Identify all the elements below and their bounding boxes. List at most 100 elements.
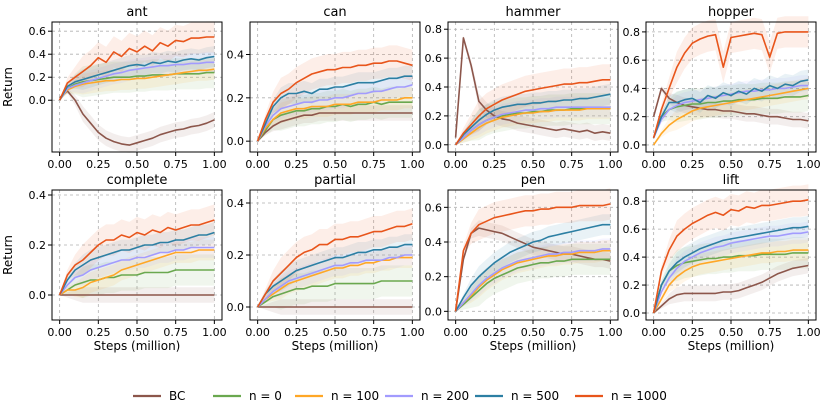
x-tick-label: 1.00 [400,326,425,339]
x-tick-label: 1.00 [202,158,227,171]
series-line-n100 [257,256,413,308]
series-line-n0 [652,94,809,139]
y-tick-label: 0.8 [623,26,641,39]
subplot-hammer: 0.0 0.2 0.4 0.6 0.8 0.00 0.25 0.50 0.75 1.00 hamme… [425,5,623,171]
x-tick-label: 0.00 [641,326,666,339]
x-tick-label: 0.00 [443,158,468,171]
subplot-title: lift [723,173,740,188]
series-line-n0 [455,258,611,312]
subplot-title: hammer [506,5,562,20]
band-n0 [59,254,215,299]
series-line-n500 [58,55,215,101]
x-tick-label: 0.25 [680,158,705,171]
x-tick-label: 0.25 [284,326,309,339]
band-n0 [257,265,413,310]
y-tick-label: 0.6 [29,25,47,38]
series-line-n1000 [58,219,215,296]
y-axis-label: Return [1,235,15,275]
x-tick-label: 0.00 [245,158,270,171]
x-tick-label: 0.75 [163,326,188,339]
y-tick-label: 0.0 [425,305,443,318]
series-line-n200 [58,246,215,296]
subplot-title: ant [126,5,147,20]
series-line-n1000 [454,79,611,146]
subplot-partial: 0.0 0.2 0.4 0.00 0.25 0.50 0.75 1.00 partial Step… [227,173,425,353]
band-n100 [653,239,809,313]
series-line-n100 [455,249,611,312]
band-n1000 [257,45,413,142]
band-n500 [59,46,215,101]
series-line-n500 [652,79,809,139]
x-tick-label: 0.00 [443,326,468,339]
x-tick-label: 0.75 [757,158,782,171]
y-tick-label: 0.4 [425,81,443,94]
legend-label-bc: BC [169,389,185,403]
x-tick-label: 0.25 [680,326,705,339]
y-tick-label: 0.2 [227,92,245,105]
series-line-n0 [652,252,809,314]
band-bc [455,35,611,141]
band-bc [59,88,215,153]
y-tick-label: 0.6 [425,201,443,214]
legend-label-n0: n = 0 [249,389,282,403]
y-tick-label: 0.2 [623,279,641,292]
x-tick-label: 1.00 [400,158,425,171]
series-line-bc [454,37,611,138]
band-n100 [59,58,215,101]
x-tick-label: 0.75 [361,158,386,171]
series-line-n1000 [58,36,215,101]
series-line-n100 [256,97,413,142]
series-line-bc [653,264,809,314]
x-tick-label: 0.75 [757,326,782,339]
band-n500 [455,214,611,312]
subplot-complete: 0.0 0.2 0.4 0.00 0.25 0.50 0.75 1.00 complete Ret… [1,173,227,353]
band-n200 [653,75,809,138]
series-line-n0 [257,280,413,308]
band-n100 [59,239,215,298]
series-line-n1000 [652,199,809,314]
series-line-bc [59,90,215,146]
x-tick-label: 0.00 [47,326,72,339]
y-tick-label: 0.4 [227,49,245,62]
series-line-n500 [454,93,611,146]
y-tick-label: 0.8 [425,23,443,36]
series-line-n0 [256,101,413,142]
x-tick-label: 1.00 [796,158,821,171]
x-tick-label: 0.75 [559,158,584,171]
x-tick-label: 0.50 [125,326,150,339]
x-tick-label: 0.50 [719,158,744,171]
x-tick-label: 0.00 [47,158,72,171]
y-axis-label: Return [1,67,15,107]
subplot-title: can [323,5,346,20]
band-n500 [653,215,809,313]
subplot-can: 0.0 0.2 0.4 0.00 0.25 0.50 0.75 1.00 can [227,5,425,171]
x-tick-label: 1.00 [598,158,623,171]
x-tick-label: 1.00 [796,326,821,339]
subplot-lift: 0.0 0.2 0.4 0.6 0.8 0.00 0.25 0.50 0.75 1.00 lift S… [623,173,821,353]
band-n200 [653,221,809,313]
legend-label-n1000: n = 1000 [611,389,667,403]
series-line-bc [454,227,611,312]
band-n1000 [653,184,809,313]
x-tick-label: 0.00 [641,158,666,171]
y-tick-label: 0.2 [425,271,443,284]
band-bc [455,220,611,312]
series-line-n100 [58,68,215,101]
x-axis-label: Steps (million) [490,339,577,353]
y-tick-label: 0.4 [425,236,443,249]
x-tick-label: 0.25 [284,158,309,171]
series-line-n200 [455,248,611,312]
series-line-n500 [256,75,413,142]
x-axis-label: Steps (million) [688,339,775,353]
y-tick-label: 0.0 [227,301,245,314]
subplot-pen: 0.0 0.2 0.4 0.6 0.00 0.25 0.50 0.75 1.00 pen Steps… [425,173,623,353]
band-n0 [455,93,611,145]
x-axis-label: Steps (million) [94,339,181,353]
series-line-n100 [59,249,215,296]
series-line-n200 [58,61,215,101]
legend-label-n100: n = 100 [331,389,379,403]
series-line-n200 [256,84,413,142]
y-tick-label: 0.2 [425,110,443,123]
x-tick-label: 0.50 [521,158,546,171]
